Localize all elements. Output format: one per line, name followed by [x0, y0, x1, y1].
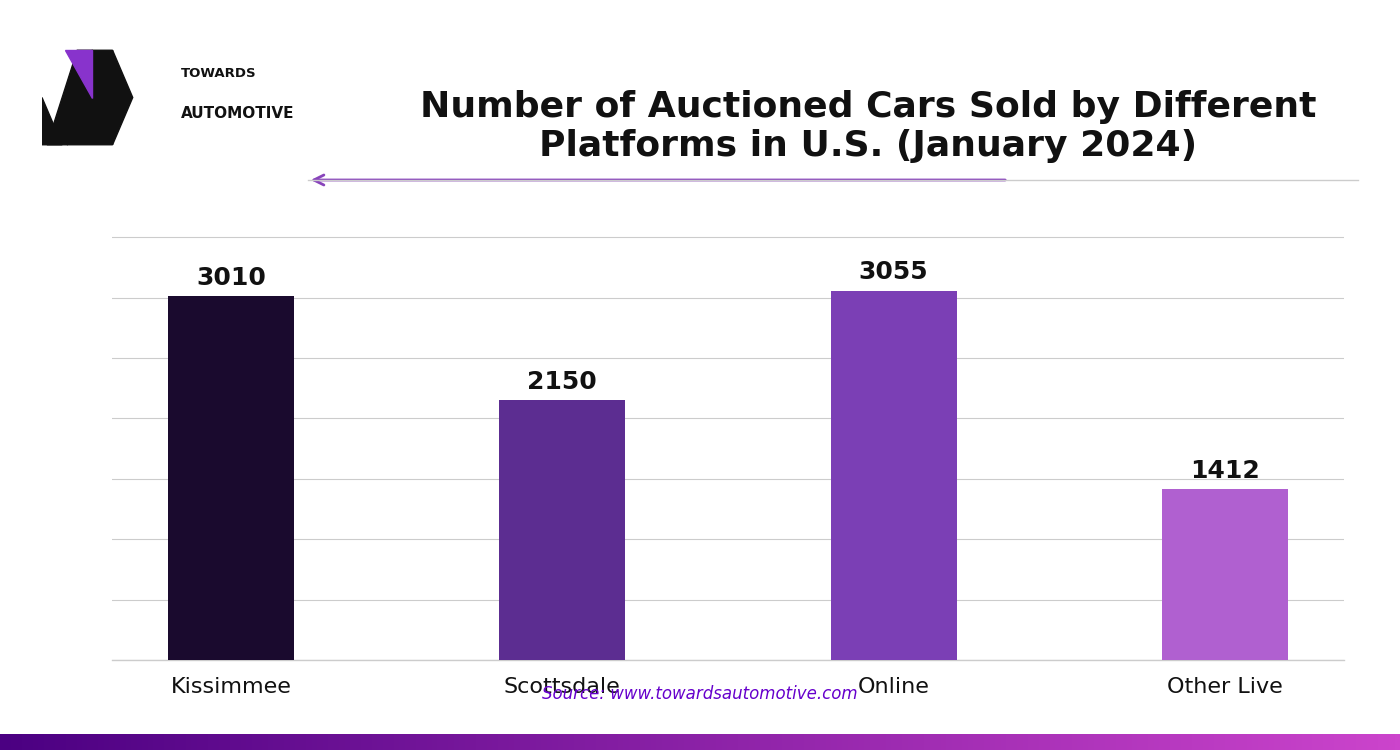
Text: 1412: 1412 [1190, 459, 1260, 483]
Bar [1162, 490, 1288, 660]
Text: Source: www.towardsautomotive.com: Source: www.towardsautomotive.com [542, 685, 858, 703]
Polygon shape [112, 50, 133, 145]
Bar [500, 400, 626, 660]
Text: TOWARDS: TOWARDS [181, 67, 256, 80]
Polygon shape [64, 50, 92, 98]
Text: AUTOMOTIVE: AUTOMOTIVE [181, 106, 294, 122]
Text: 2150: 2150 [528, 370, 598, 394]
Bar [168, 296, 294, 660]
Text: 3055: 3055 [858, 260, 928, 284]
Polygon shape [48, 50, 92, 145]
Polygon shape [42, 98, 62, 145]
Text: 3010: 3010 [196, 266, 266, 290]
Text: Number of Auctioned Cars Sold by Different
Platforms in U.S. (January 2024): Number of Auctioned Cars Sold by Differe… [420, 90, 1316, 164]
Bar [830, 291, 956, 660]
Polygon shape [67, 50, 112, 145]
